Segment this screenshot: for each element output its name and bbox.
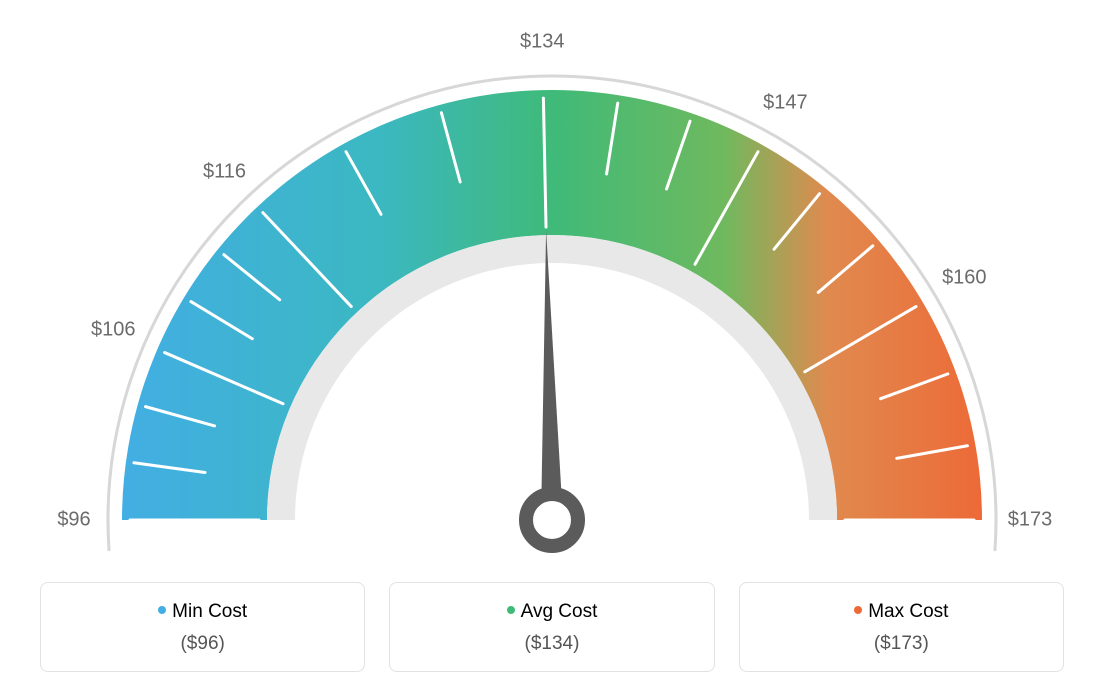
gauge-tick-label: $173 <box>1008 509 1053 532</box>
dot-icon <box>158 606 166 614</box>
legend-title-text: Max Cost <box>868 601 948 622</box>
legend-value-avg: ($134) <box>400 633 703 655</box>
legend-card-min: Min Cost ($96) <box>40 582 365 672</box>
gauge-tick-label: $147 <box>763 91 808 114</box>
legend-title-avg: Avg Cost <box>400 601 703 623</box>
gauge-svg <box>34 20 1070 608</box>
legend-title-max: Max Cost <box>750 601 1053 623</box>
legend-card-avg: Avg Cost ($134) <box>389 582 714 672</box>
legend-value-min: ($96) <box>51 633 354 655</box>
gauge-tick-label: $116 <box>203 160 246 183</box>
legend-row: Min Cost ($96) Avg Cost ($134) Max Cost … <box>40 582 1064 672</box>
legend-title-min: Min Cost <box>51 601 354 623</box>
gauge-tick-label: $160 <box>942 267 987 290</box>
legend-card-max: Max Cost ($173) <box>739 582 1064 672</box>
legend-title-text: Min Cost <box>172 601 247 622</box>
dot-icon <box>507 606 515 614</box>
gauge-chart: $96 $106 $116 $134 $147 $160 $173 <box>0 0 1104 570</box>
gauge-tick-label: $96 <box>57 509 90 532</box>
legend-value-max: ($173) <box>750 633 1053 655</box>
dot-icon <box>854 606 862 614</box>
legend-title-text: Avg Cost <box>521 601 598 622</box>
gauge-tick-label: $134 <box>520 31 565 54</box>
gauge-tick-label: $106 <box>91 319 136 342</box>
